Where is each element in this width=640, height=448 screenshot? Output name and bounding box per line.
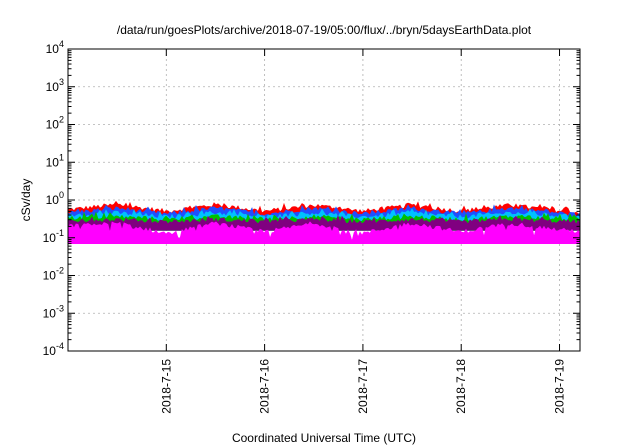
y-tick-label: 10-4 [43, 341, 64, 358]
y-tick-label: 104 [46, 39, 64, 56]
x-axis: 2018-7-15 2018-7-16 2018-7-17 2018-7-18 2018… [159, 49, 567, 414]
y-tick-label: 103 [46, 77, 64, 94]
y-tick-label: 10-1 [43, 228, 64, 245]
x-axis-label: Coordinated Universal Time (UTC) [232, 431, 416, 445]
y-tick-label: 101 [46, 152, 64, 169]
grid [68, 49, 580, 351]
series-4-band [67, 214, 581, 231]
y-tick-label: 10-2 [43, 266, 64, 283]
series-5-band [67, 221, 581, 245]
y-axis-label: cSv/day [19, 179, 33, 222]
x-tick-label: 2018-7-15 [159, 359, 173, 414]
chart-title: /data/run/goesPlots/archive/2018-07-19/0… [117, 23, 532, 37]
x-tick-label: 2018-7-16 [258, 359, 272, 414]
y-tick-label: 10-3 [43, 303, 64, 320]
y-tick-label: 100 [46, 190, 64, 207]
series-layer [67, 200, 581, 245]
y-tick-label: 102 [46, 115, 64, 132]
x-tick-label: 2018-7-18 [454, 359, 468, 414]
x-tick-label: 2018-7-19 [553, 359, 567, 414]
y-axis: 10-4 10-3 10-2 10-1 100 101 102 103 104 [43, 39, 580, 358]
x-tick-label: 2018-7-17 [356, 359, 370, 414]
